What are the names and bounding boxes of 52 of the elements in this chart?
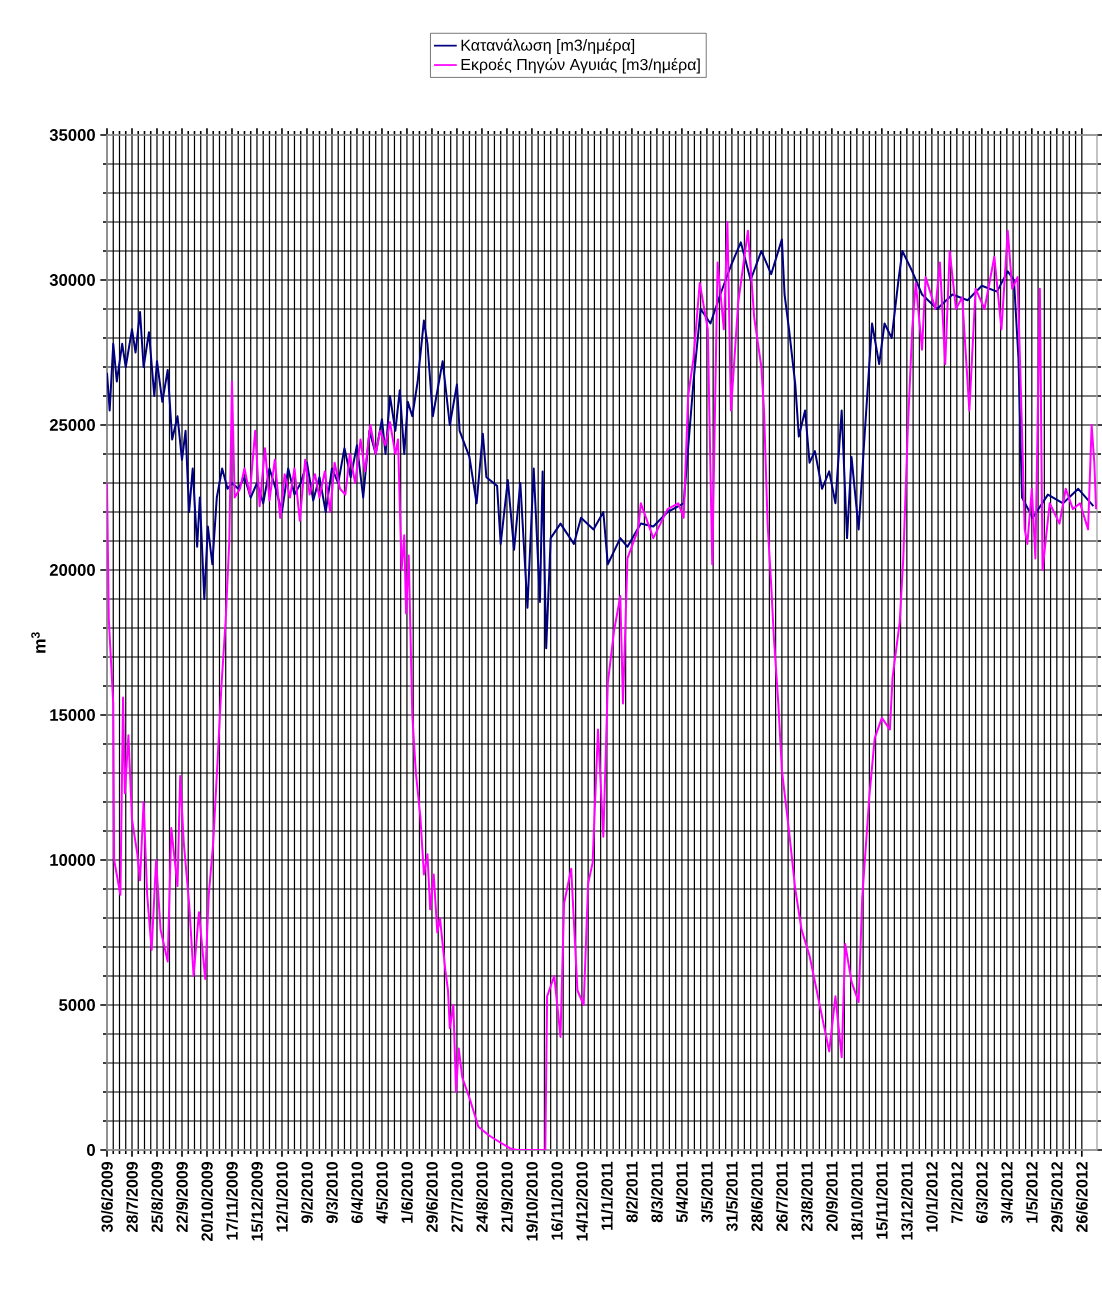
x-tick-label: 26/7/2011: [775, 1161, 788, 1232]
x-tick-label: 1/5/2012: [1025, 1162, 1038, 1223]
y-tick-label: 10000: [50, 854, 95, 866]
legend-label: Κατανάλωση [m3/ημέρα]: [461, 38, 635, 54]
x-tick-label: 17/11/2009: [226, 1161, 238, 1240]
x-tick-label: 19/10/2010: [525, 1162, 538, 1241]
x-tick-label: 8/3/2011: [650, 1161, 663, 1223]
y-tick-label: 30000: [49, 274, 95, 286]
x-tick-label: 29/6/2010: [425, 1162, 438, 1232]
x-tick-label: 20/10/2009: [201, 1161, 213, 1241]
x-tick-label: 4/5/2010: [376, 1162, 388, 1224]
x-tick-label: 6/4/2010: [351, 1162, 363, 1224]
x-tick-label: 28/7/2009: [126, 1161, 138, 1232]
x-tick-label: 14/12/2010: [575, 1162, 588, 1241]
x-tick-label: 15/12/2009: [251, 1161, 263, 1241]
x-tick-label: 26/6/2012: [1075, 1162, 1088, 1232]
y-tick-label: 0: [87, 1144, 95, 1156]
x-tick-label: 13/12/2011: [900, 1161, 913, 1240]
x-tick-label: 9/2/2010: [301, 1162, 313, 1224]
x-tick-label: 7/2/2012: [950, 1162, 963, 1223]
line-series: [107, 238, 1095, 650]
x-tick-label: 16/11/2010: [550, 1162, 563, 1240]
x-tick-label: 1/6/2010: [401, 1162, 413, 1223]
x-tick-label: 11/1/2011: [600, 1161, 613, 1230]
x-tick-label: 12/1/2010: [276, 1162, 288, 1232]
x-tick-label: 24/8/2010: [475, 1162, 488, 1232]
y-axis-title: m$^{3}$: [31, 632, 46, 653]
x-tick-label: 27/7/2010: [450, 1162, 463, 1232]
x-tick-label: 8/2/2011: [625, 1161, 638, 1223]
x-tick-label: 31/5/2011: [725, 1161, 738, 1232]
x-tick-label: 9/3/2010: [326, 1162, 338, 1224]
x-tick-label: 29/5/2012: [1050, 1162, 1063, 1232]
y-tick-label: 20000: [49, 564, 95, 576]
x-tick-label: 15/11/2011: [875, 1161, 888, 1239]
x-tick-label: 28/6/2011: [750, 1161, 763, 1232]
x-tick-label: 21/9/2010: [500, 1162, 513, 1232]
x-tick-label: 5/4/2011: [675, 1161, 688, 1223]
x-tick-label: 10/1/2012: [925, 1162, 938, 1232]
y-tick-label: 5000: [59, 999, 95, 1011]
y-tick-label: 15000: [50, 709, 95, 721]
legend-label: Εκροές Πηγών Αγυιάς [m3/ημέρα]: [461, 58, 700, 74]
x-tick-label: 3/5/2011: [700, 1161, 713, 1223]
x-tick-label: 30/6/2009: [101, 1161, 113, 1233]
x-tick-label: 3/4/2012: [1000, 1162, 1013, 1224]
x-tick-label: 18/10/2011: [850, 1161, 863, 1240]
x-tick-label: 23/8/2011: [800, 1161, 813, 1232]
x-tick-label: 6/3/2012: [975, 1162, 988, 1224]
x-tick-label: 20/9/2011: [825, 1161, 838, 1232]
y-tick-label: 25000: [49, 419, 95, 431]
x-tick-label: 25/8/2009: [151, 1161, 163, 1232]
y-tick-label: 35000: [49, 129, 95, 141]
x-tick-label: 22/9/2009: [176, 1161, 188, 1232]
